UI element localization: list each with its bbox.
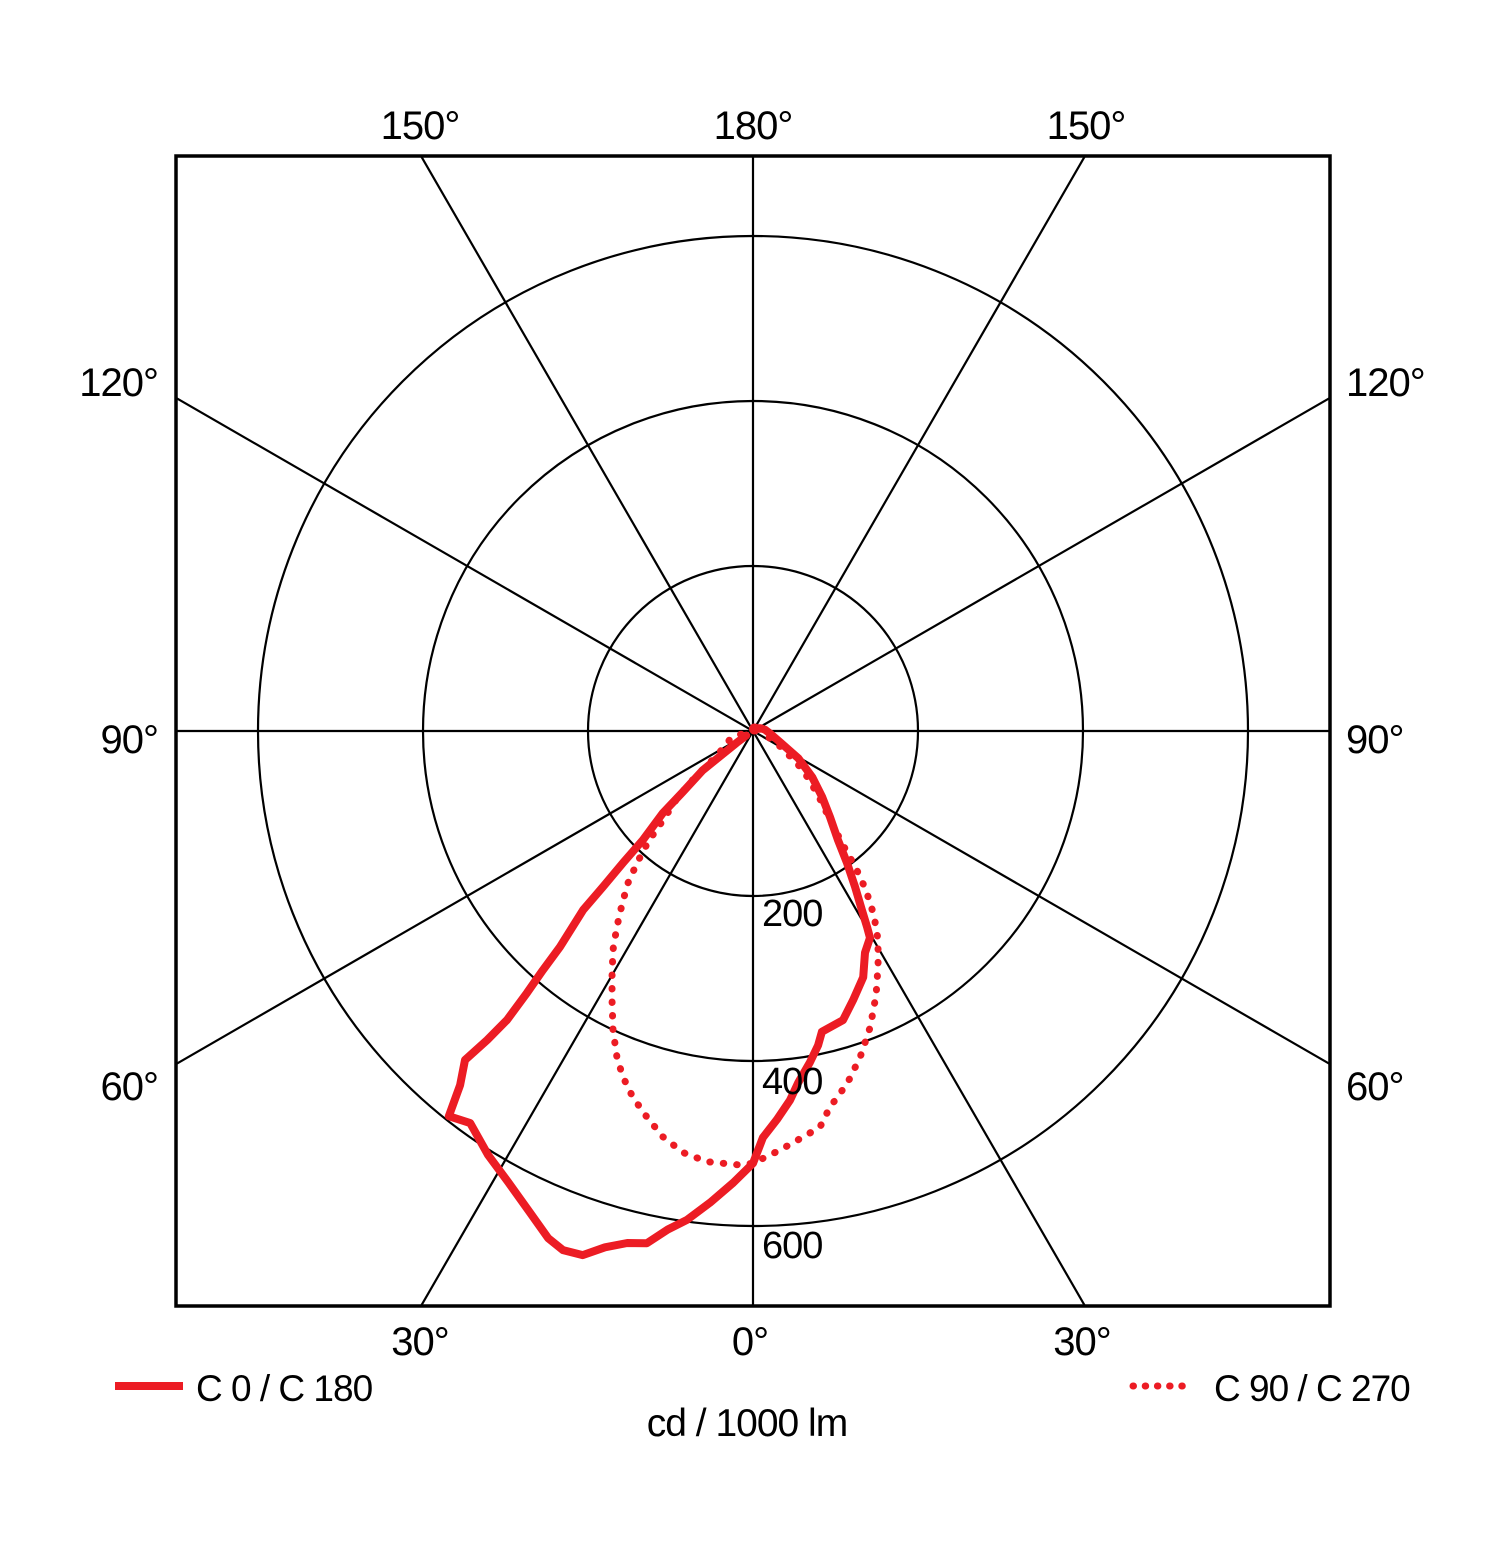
gamma-tick-right-90: 90° xyxy=(1346,718,1404,762)
radial-tick-600: 600 xyxy=(762,1225,822,1267)
legend-c90-c270: C 90 / C 270 xyxy=(1129,1368,1411,1409)
gamma-tick-left-120: 120° xyxy=(79,361,158,405)
gamma-tick-bottom-center: 0° xyxy=(732,1320,768,1364)
gamma-tick-right-60: 60° xyxy=(1346,1065,1404,1109)
radial-tick-400: 400 xyxy=(762,1061,822,1103)
legend-label-c90-c270: C 90 / C 270 xyxy=(1214,1368,1410,1409)
curve-layer xyxy=(444,723,882,1260)
gamma-tick-top-right: 150° xyxy=(1047,104,1126,148)
legend-label-c0-c180: C 0 / C 180 xyxy=(196,1368,373,1409)
gamma-tick-bottom-right: 30° xyxy=(1053,1320,1111,1364)
gamma-tick-left-90: 90° xyxy=(101,718,159,762)
gamma-tick-top-center: 180° xyxy=(714,104,793,148)
series-c0-c180 xyxy=(444,724,874,1260)
radial-unit-label: cd / 1000 lm xyxy=(647,1402,847,1445)
radial-tick-200: 200 xyxy=(762,893,822,935)
gamma-tick-right-120: 120° xyxy=(1346,361,1425,405)
curve-origin-dot xyxy=(749,723,760,735)
gamma-tick-bottom-left: 30° xyxy=(391,1320,449,1364)
series-c90-c270 xyxy=(608,725,882,1169)
gamma-tick-top-left: 150° xyxy=(381,104,460,148)
plot-border xyxy=(174,154,1332,1308)
legend-c0-c180: C 0 / C 180 xyxy=(115,1368,374,1409)
gamma-tick-left-60: 60° xyxy=(101,1065,159,1109)
